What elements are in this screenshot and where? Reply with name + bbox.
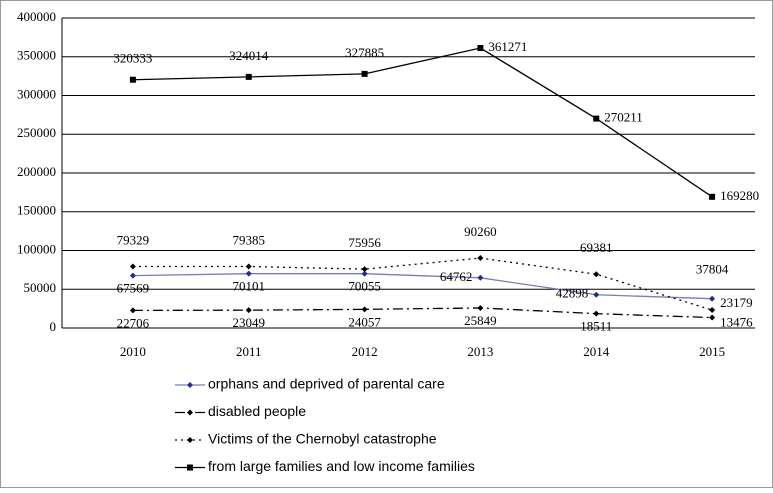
y-tick-label: 150000 xyxy=(17,203,56,218)
marker xyxy=(361,70,368,77)
data-label: 24057 xyxy=(348,314,381,329)
x-tick-label: 2010 xyxy=(120,344,146,359)
x-tick-label: 2012 xyxy=(352,344,378,359)
marker xyxy=(593,271,600,278)
data-label: 37804 xyxy=(696,262,729,277)
marker xyxy=(709,307,716,314)
marker xyxy=(129,76,136,83)
data-label: 327885 xyxy=(345,45,384,60)
legend-label: Victims of the Chernobyl catastrophe xyxy=(208,431,437,447)
series-line xyxy=(132,307,713,319)
y-tick-label: 200000 xyxy=(17,164,56,179)
data-label: 13476 xyxy=(720,315,753,330)
y-tick-label: 0 xyxy=(50,319,57,334)
data-label: 75956 xyxy=(348,235,381,250)
y-tick-label: 350000 xyxy=(17,48,56,63)
data-label: 42898 xyxy=(556,286,589,301)
marker xyxy=(361,266,368,273)
data-label: 324014 xyxy=(229,48,269,63)
y-tick-label: 100000 xyxy=(17,241,56,256)
data-label: 23049 xyxy=(233,315,266,330)
data-label: 70101 xyxy=(233,279,266,294)
data-label: 90260 xyxy=(464,224,497,239)
legend-label: disabled people xyxy=(208,403,306,419)
marker xyxy=(477,304,484,311)
data-label: 22706 xyxy=(117,315,150,330)
x-tick-label: 2013 xyxy=(467,344,493,359)
legend-marker xyxy=(187,409,193,416)
marker xyxy=(361,270,368,277)
legend-label: from large families and low income famil… xyxy=(208,458,475,474)
series-line xyxy=(132,273,713,300)
marker xyxy=(709,314,716,321)
legend-marker xyxy=(187,464,193,471)
marker xyxy=(245,307,252,314)
x-tick-label: 2011 xyxy=(236,344,262,359)
data-label: 169280 xyxy=(720,188,759,203)
data-label: 69381 xyxy=(580,240,613,255)
x-tick-label: 2014 xyxy=(583,344,610,359)
data-label: 64762 xyxy=(440,269,473,284)
data-label: 79385 xyxy=(233,232,266,247)
marker xyxy=(593,115,600,122)
data-label: 25849 xyxy=(464,313,497,328)
x-tick-label: 2015 xyxy=(699,344,725,359)
legend-label: orphans and deprived of parental care xyxy=(208,376,445,392)
data-label: 18511 xyxy=(580,319,612,334)
data-label: 23179 xyxy=(720,295,753,310)
marker xyxy=(477,274,484,281)
marker xyxy=(477,255,484,262)
y-tick-label: 50000 xyxy=(24,280,57,295)
marker xyxy=(129,263,136,270)
marker xyxy=(593,310,600,317)
y-tick-label: 400000 xyxy=(17,9,56,24)
marker xyxy=(709,193,716,200)
marker xyxy=(593,291,600,298)
marker xyxy=(477,45,484,52)
legend-marker xyxy=(187,382,193,388)
data-label: 70055 xyxy=(348,279,381,294)
marker xyxy=(245,73,252,80)
data-label: 79329 xyxy=(117,233,150,248)
data-label: 270211 xyxy=(604,110,643,125)
data-label: 67569 xyxy=(117,281,150,296)
marker xyxy=(709,295,716,302)
y-tick-label: 300000 xyxy=(17,86,56,101)
marker xyxy=(129,272,136,279)
data-label: 320333 xyxy=(113,51,152,66)
marker xyxy=(245,270,252,277)
marker xyxy=(245,263,252,270)
series-line xyxy=(132,257,713,311)
y-tick-label: 250000 xyxy=(17,125,56,140)
data-label: 361271 xyxy=(488,39,527,54)
marker xyxy=(129,307,136,314)
legend-marker xyxy=(187,437,193,443)
marker xyxy=(361,306,368,313)
series-line xyxy=(132,47,713,198)
